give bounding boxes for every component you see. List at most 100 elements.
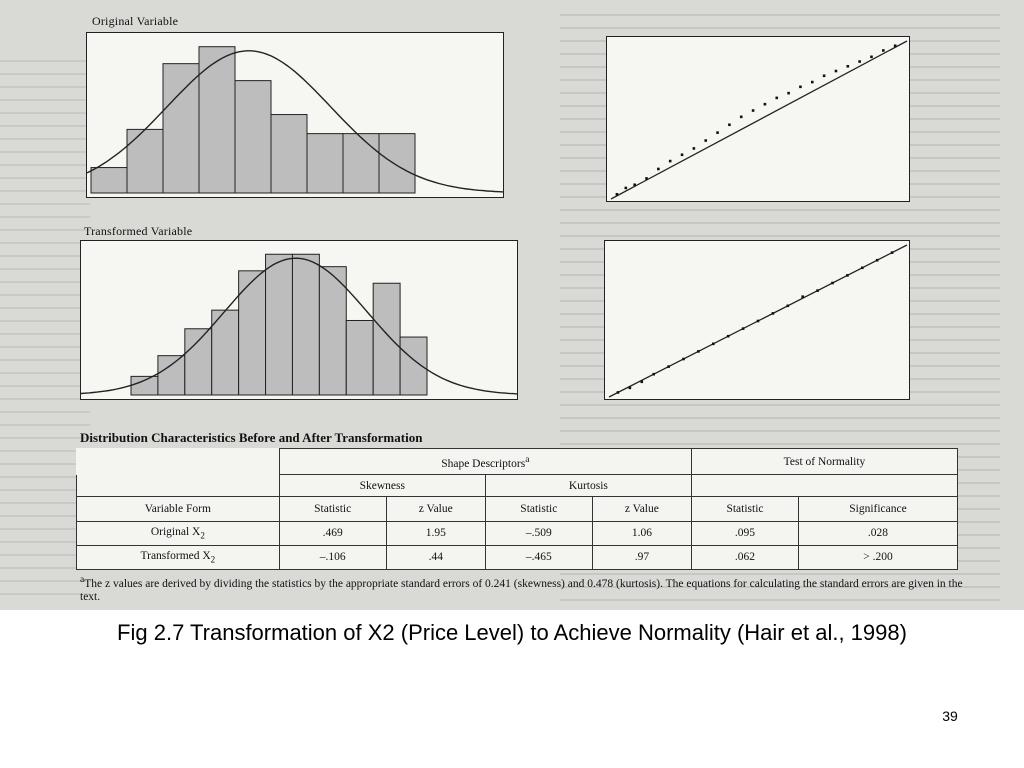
histogram-bar (198, 46, 236, 194)
histogram-bar (378, 133, 416, 194)
probability-point (858, 60, 861, 63)
histogram-bar (291, 253, 320, 396)
table-cell: 1.06 (591, 520, 692, 546)
original-histogram-panel (86, 32, 504, 198)
histogram-bar (130, 375, 159, 396)
probability-point (668, 159, 672, 163)
probability-point (741, 327, 745, 330)
probability-point (624, 186, 628, 190)
histogram-bar (265, 253, 293, 396)
probability-point (893, 44, 897, 48)
probability-point (697, 350, 700, 353)
transformed-probability-plot-svg (608, 244, 908, 398)
original-probability-plot-svg (610, 40, 908, 200)
skewness-header: Skewness (278, 474, 486, 498)
original-variable-label: Original Variable (92, 14, 179, 28)
table-footnote: aThe z values are derived by dividing th… (80, 573, 970, 604)
transformed-probability-plot-panel (604, 240, 910, 400)
distribution-table: Shape Descriptorsa Test of Normality Ske… (76, 447, 959, 571)
bleed-through-text-left (0, 60, 90, 600)
probability-point (645, 177, 648, 180)
probability-point (728, 123, 731, 127)
row-label-sub: 2 (210, 554, 216, 565)
probability-point (640, 380, 644, 384)
figure-caption: Fig 2.7 Transformation of X2 (Price Leve… (117, 620, 907, 645)
normal-curve (87, 50, 504, 193)
probability-point (726, 334, 730, 338)
probability-point (801, 295, 804, 298)
probability-point (870, 55, 873, 59)
table-cell: –.106 (278, 544, 387, 571)
probability-point (712, 342, 715, 346)
histogram-bar (306, 133, 344, 194)
shape-descriptors-header: Shape Descriptorsa (278, 447, 692, 476)
original-probability-plot-panel (606, 36, 910, 202)
table-row: Transformed X2 –.106 .44 –.465 .97 .062 … (76, 544, 959, 571)
probability-point (667, 365, 670, 368)
variable-form-header: Variable Form (76, 496, 280, 522)
col-header-kurt-stat: Statistic (484, 496, 593, 522)
table-corner-2 (76, 474, 280, 497)
kurtosis-header: Kurtosis (484, 474, 692, 498)
probability-point (615, 192, 619, 196)
table-title: Distribution Characteristics Before and … (80, 430, 423, 445)
col-header-skew-z: z Value (385, 496, 486, 522)
row-label-original: Original X2 (76, 520, 280, 546)
histogram-bar (270, 114, 308, 194)
probability-point (751, 109, 755, 112)
table-cell: .062 (690, 544, 799, 571)
probability-point (834, 69, 838, 73)
histogram-bar (238, 270, 267, 396)
probability-point (846, 274, 849, 277)
footnote-mark: a (80, 574, 85, 585)
probability-point (763, 102, 767, 106)
table-corner (76, 448, 280, 475)
probability-point (704, 139, 708, 142)
probability-point (739, 115, 743, 119)
histogram-bar (157, 355, 186, 396)
transformed-histogram-panel (80, 240, 518, 400)
table-cell: > .200 (797, 544, 959, 571)
histogram-bar (342, 133, 380, 194)
histogram-bar (90, 167, 128, 194)
scanned-figure: Original Variable Transformed Variable D… (0, 0, 1024, 610)
probability-point (633, 183, 636, 187)
shape-descriptors-text: Shape Descriptors (441, 457, 526, 470)
row-label-transformed: Transformed X2 (76, 544, 280, 571)
probability-point (831, 281, 834, 285)
table-cell: .97 (591, 544, 692, 571)
row-label-sub: 2 (200, 530, 205, 541)
histogram-bar (372, 282, 401, 396)
probability-point (787, 91, 790, 95)
table-cell: –.465 (484, 544, 593, 571)
table-cell: .028 (797, 520, 959, 546)
probability-point (716, 131, 719, 134)
probability-point (882, 49, 885, 52)
probability-point (799, 85, 802, 89)
probability-point (816, 289, 819, 292)
normal-curve (81, 257, 518, 395)
transformed-variable-label: Transformed Variable (84, 224, 193, 238)
probability-point (861, 266, 864, 270)
original-histogram-svg (87, 46, 504, 194)
probability-point (875, 258, 879, 262)
table-cell: .469 (278, 520, 387, 546)
probability-point (810, 80, 814, 84)
probability-point (822, 74, 826, 78)
col-header-significance: Significance (797, 496, 959, 522)
probability-point (756, 319, 760, 323)
histogram-bar (318, 266, 347, 396)
probability-point (682, 357, 685, 361)
probability-point (652, 372, 655, 376)
probability-point (775, 96, 779, 100)
reference-line (610, 40, 908, 200)
histogram-bar (345, 319, 374, 396)
table-cell: –.509 (484, 520, 593, 546)
probability-point (890, 251, 894, 254)
transformed-histogram-svg (81, 253, 518, 396)
histogram-bar (162, 63, 200, 194)
probability-point (628, 386, 632, 390)
col-header-skew-stat: Statistic (278, 496, 387, 522)
normality-spacer (690, 474, 959, 497)
page-number: 39 (942, 708, 958, 724)
